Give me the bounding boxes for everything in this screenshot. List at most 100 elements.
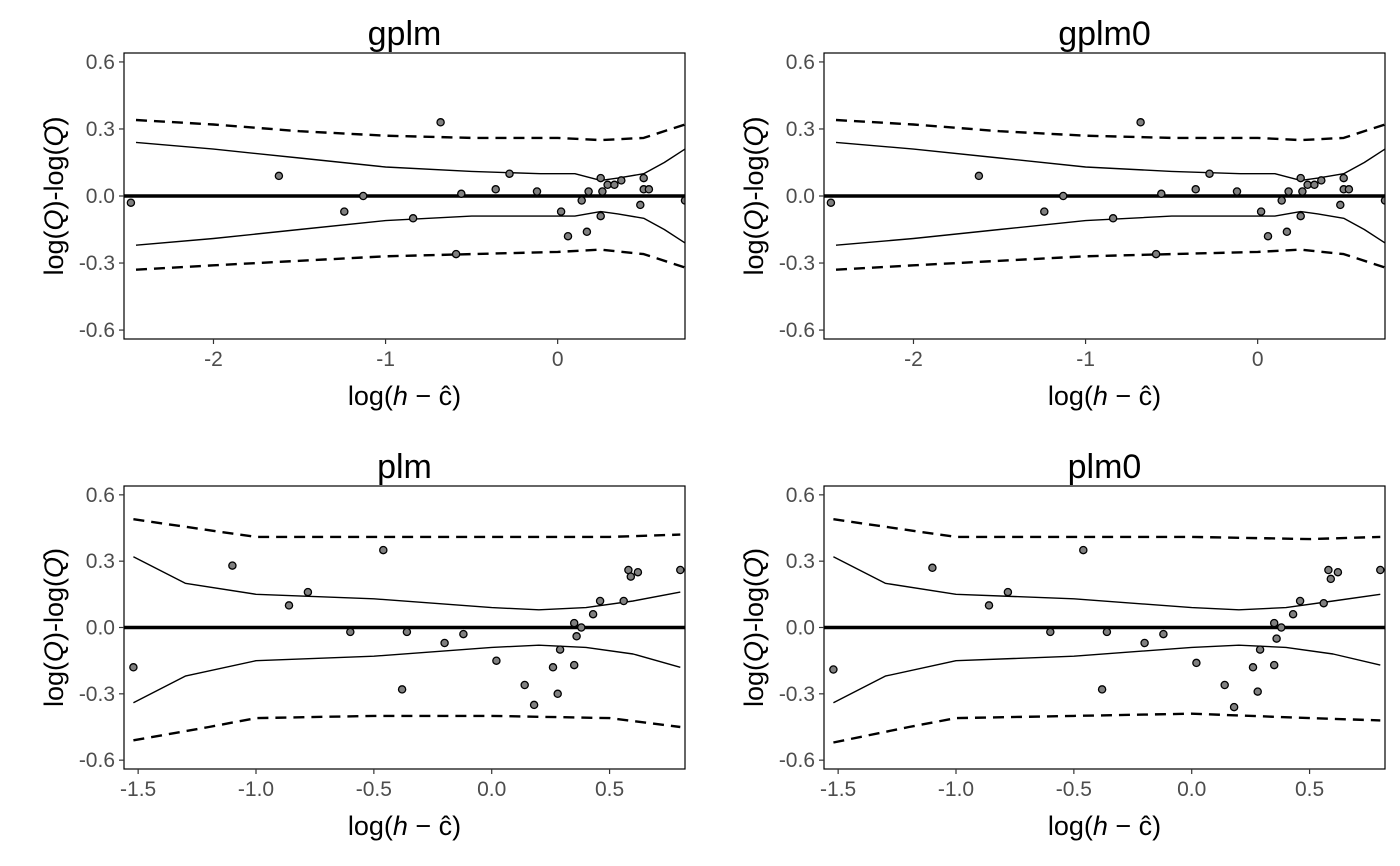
interval-solid-line: [833, 556, 1381, 611]
y-tick-label: 0.0: [86, 617, 115, 640]
data-point: [126, 198, 136, 207]
data-point: [644, 185, 654, 194]
y-tick-label: 0.6: [86, 51, 115, 74]
y-tick-label: 0.0: [786, 185, 815, 208]
x-tick-label: 0: [552, 348, 564, 371]
data-point: [610, 180, 619, 190]
data-point: [619, 596, 628, 606]
data-point: [346, 627, 355, 637]
data-point: [1298, 187, 1307, 196]
data-point: [1282, 227, 1292, 237]
data-point: [1229, 702, 1239, 712]
data-point: [1192, 658, 1201, 668]
data-point: [829, 665, 838, 674]
data-point: [572, 632, 581, 641]
y-tick-label: 0.3: [786, 550, 815, 573]
data-point: [984, 601, 994, 610]
x-axis-label: log(h − ĉ): [1048, 381, 1161, 411]
data-point: [633, 567, 643, 577]
interval-solid-line: [835, 210, 1385, 246]
data-point: [928, 563, 937, 573]
data-point: [1263, 231, 1273, 241]
data-point: [492, 656, 501, 665]
data-point: [1339, 173, 1348, 183]
data-point: [1040, 207, 1049, 216]
y-tick-label: 0.6: [786, 51, 815, 74]
data-point: [588, 609, 598, 619]
data-point: [402, 627, 412, 637]
data-point: [1333, 567, 1343, 577]
x-tick-label: 0.0: [477, 778, 506, 801]
interval-dashed-line: [135, 248, 685, 271]
data-point: [563, 231, 573, 241]
data-point: [556, 207, 566, 216]
data-point: [1317, 176, 1326, 185]
data-point: [596, 211, 605, 221]
data-point: [228, 561, 237, 570]
data-point: [451, 249, 461, 259]
plot-area: [824, 518, 1385, 744]
data-point: [491, 185, 500, 194]
x-tick-label: -1.5: [820, 778, 856, 801]
interval-dashed-line: [833, 712, 1381, 744]
data-point: [582, 227, 592, 237]
data-point: [1269, 660, 1279, 670]
data-point: [680, 196, 685, 205]
x-tick-label: 0.5: [1295, 778, 1324, 801]
data-point: [603, 180, 612, 190]
data-point: [1376, 565, 1385, 575]
interval-solid-line: [133, 644, 681, 704]
plot-area: [124, 518, 685, 742]
data-point: [274, 171, 284, 181]
data-point: [1232, 187, 1242, 196]
y-tick-label: 0.6: [786, 484, 815, 507]
data-point: [617, 176, 626, 185]
data-point: [1380, 196, 1385, 205]
y-tick-label: 0.3: [786, 118, 815, 141]
data-point: [553, 689, 562, 699]
x-tick-label: 0.5: [595, 778, 624, 801]
x-tick-label: 0: [1252, 348, 1264, 371]
data-point: [584, 187, 593, 196]
data-point: [529, 700, 539, 710]
data-point: [1296, 173, 1305, 183]
data-point: [408, 214, 418, 223]
y-axis-label: log(Q)-log(Q̂): [739, 548, 769, 707]
data-point: [1108, 214, 1118, 223]
data-point: [1220, 680, 1229, 690]
interval-solid-line: [135, 141, 685, 182]
x-tick-label: 0.0: [1177, 778, 1206, 801]
panel-title: gplm0: [1058, 15, 1151, 53]
plot-area: [124, 118, 685, 271]
data-point: [1102, 627, 1112, 637]
data-point: [676, 565, 685, 575]
data-point: [636, 200, 645, 210]
data-point: [569, 618, 579, 628]
interval-solid-line: [833, 644, 1381, 704]
panel-4: plm0 -0.6 -0.3 0.0 0.3 0.6 -1.5 -1.0 -0.5 0.0 0.5 l…: [739, 448, 1386, 841]
data-point: [555, 645, 565, 654]
data-point: [1140, 638, 1149, 648]
data-point: [1079, 545, 1088, 555]
y-tick-label: -0.3: [779, 683, 815, 706]
interval-dashed-line: [835, 248, 1385, 271]
data-point: [1003, 587, 1013, 597]
x-tick-label: -2: [904, 348, 923, 371]
data-point: [1046, 627, 1055, 637]
x-tick-label: -0.5: [1056, 778, 1092, 801]
interval-dashed-line: [133, 714, 681, 742]
data-point: [1157, 189, 1166, 199]
data-point: [569, 660, 579, 670]
data-point: [1136, 118, 1145, 127]
data-point: [358, 191, 368, 201]
interval-dashed-line: [833, 518, 1381, 541]
data-point: [1336, 200, 1345, 210]
data-point: [1277, 623, 1286, 632]
interval-dashed-line: [835, 118, 1385, 142]
x-tick-label: -1: [1076, 348, 1095, 371]
data-point: [397, 685, 407, 694]
data-point: [440, 638, 449, 648]
data-point: [577, 196, 586, 205]
data-point: [1256, 207, 1266, 216]
